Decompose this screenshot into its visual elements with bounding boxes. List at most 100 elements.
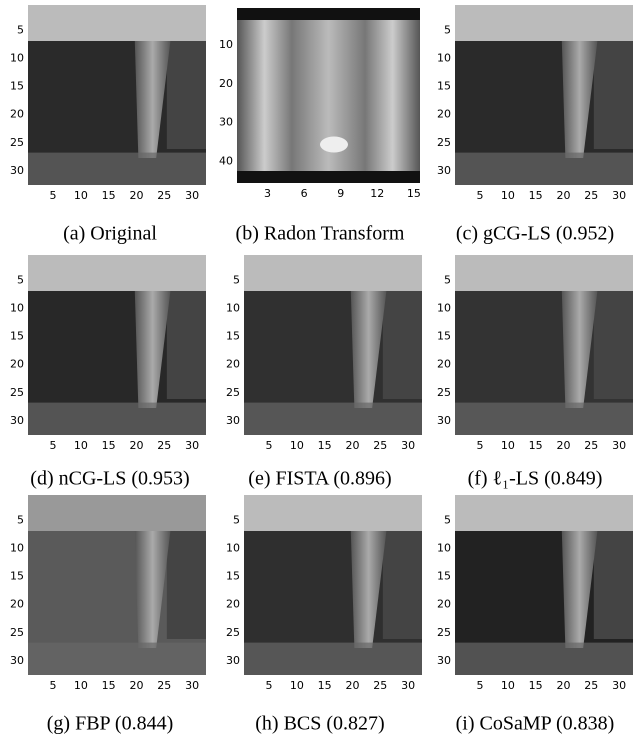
image-bottom bbox=[244, 403, 422, 435]
x-tick-label: 25 bbox=[373, 679, 387, 692]
y-tick-label: 10 bbox=[226, 541, 240, 554]
caption: (b) Radon Transform bbox=[236, 223, 405, 245]
caption: (h) BCS (0.827) bbox=[255, 713, 384, 735]
image-right bbox=[167, 41, 206, 149]
x-tick-label: 10 bbox=[501, 679, 515, 692]
x-tick-label: 3 bbox=[264, 187, 271, 200]
x-tick-label: 5 bbox=[477, 189, 484, 202]
y-tick-label: 5 bbox=[444, 273, 451, 286]
y-tick-label: 15 bbox=[226, 330, 240, 343]
x-tick-label: 30 bbox=[185, 679, 199, 692]
y-tick-label: 25 bbox=[437, 136, 451, 149]
image-right bbox=[167, 291, 206, 399]
x-tick-label: 6 bbox=[301, 187, 308, 200]
image-top-band bbox=[28, 5, 206, 41]
y-tick-label: 30 bbox=[10, 654, 24, 667]
x-tick-label: 25 bbox=[157, 679, 171, 692]
x-tick-label: 5 bbox=[477, 679, 484, 692]
x-tick-label: 20 bbox=[345, 679, 359, 692]
caption: (g) FBP (0.844) bbox=[47, 713, 173, 735]
y-tick-label: 15 bbox=[10, 80, 24, 93]
y-tick-label: 30 bbox=[226, 654, 240, 667]
y-tick-label: 5 bbox=[17, 513, 24, 526]
y-tick-label: 25 bbox=[226, 386, 240, 399]
x-tick-label: 20 bbox=[556, 679, 570, 692]
x-tick-label: 20 bbox=[129, 439, 143, 452]
y-tick-label: 10 bbox=[219, 38, 233, 51]
x-tick-label: 30 bbox=[185, 189, 199, 202]
y-tick-label: 30 bbox=[437, 414, 451, 427]
y-tick-label: 25 bbox=[226, 626, 240, 639]
x-tick-label: 15 bbox=[407, 187, 421, 200]
image-top-band bbox=[28, 495, 206, 531]
image-top-band bbox=[455, 5, 633, 41]
caption: (d) nCG-LS (0.953) bbox=[30, 468, 189, 490]
x-tick-label: 10 bbox=[501, 189, 515, 202]
image-right bbox=[383, 531, 422, 639]
y-tick-label: 10 bbox=[437, 541, 451, 554]
x-tick-label: 20 bbox=[556, 439, 570, 452]
x-tick-label: 20 bbox=[556, 189, 570, 202]
x-tick-label: 5 bbox=[50, 439, 57, 452]
image-right bbox=[383, 291, 422, 399]
x-tick-label: 25 bbox=[584, 439, 598, 452]
x-tick-label: 15 bbox=[102, 439, 116, 452]
caption: (e) FISTA (0.896) bbox=[248, 468, 391, 490]
y-tick-label: 25 bbox=[437, 386, 451, 399]
y-tick-label: 15 bbox=[10, 570, 24, 583]
y-tick-label: 20 bbox=[10, 108, 24, 121]
y-tick-label: 15 bbox=[437, 330, 451, 343]
image-bottom bbox=[455, 403, 633, 435]
image-bottom bbox=[28, 153, 206, 185]
x-tick-label: 5 bbox=[266, 439, 273, 452]
x-tick-label: 30 bbox=[612, 679, 626, 692]
y-tick-label: 5 bbox=[233, 273, 240, 286]
x-tick-label: 10 bbox=[290, 439, 304, 452]
y-tick-label: 20 bbox=[437, 108, 451, 121]
y-tick-label: 5 bbox=[17, 273, 24, 286]
x-tick-label: 15 bbox=[529, 679, 543, 692]
x-tick-label: 15 bbox=[318, 679, 332, 692]
panel: 369121510203040(b) Radon Transform bbox=[219, 8, 421, 245]
radon-top bbox=[237, 8, 420, 20]
image-right bbox=[594, 531, 633, 639]
x-tick-label: 10 bbox=[74, 189, 88, 202]
y-tick-label: 20 bbox=[10, 358, 24, 371]
radon-image bbox=[237, 8, 420, 183]
panel: 5101520253051015202530(h) BCS (0.827) bbox=[226, 495, 422, 735]
x-tick-label: 9 bbox=[337, 187, 344, 200]
x-tick-label: 30 bbox=[401, 679, 415, 692]
x-tick-label: 30 bbox=[612, 189, 626, 202]
x-tick-label: 25 bbox=[157, 439, 171, 452]
y-tick-label: 20 bbox=[226, 598, 240, 611]
y-tick-label: 10 bbox=[437, 301, 451, 314]
x-tick-label: 15 bbox=[529, 189, 543, 202]
y-tick-label: 10 bbox=[10, 301, 24, 314]
image-top-band bbox=[455, 255, 633, 291]
y-tick-label: 30 bbox=[10, 414, 24, 427]
image-bottom bbox=[28, 643, 206, 675]
x-tick-label: 10 bbox=[501, 439, 515, 452]
y-tick-label: 15 bbox=[437, 570, 451, 583]
caption: (i) CoSaMP (0.838) bbox=[456, 713, 615, 735]
image-bottom bbox=[455, 153, 633, 185]
y-tick-label: 5 bbox=[444, 23, 451, 36]
x-tick-label: 30 bbox=[401, 439, 415, 452]
image-top-band bbox=[28, 255, 206, 291]
y-tick-label: 5 bbox=[444, 513, 451, 526]
image-bottom bbox=[28, 403, 206, 435]
y-tick-label: 30 bbox=[226, 414, 240, 427]
x-tick-label: 25 bbox=[584, 189, 598, 202]
x-tick-label: 10 bbox=[74, 679, 88, 692]
image-right bbox=[594, 291, 633, 399]
x-tick-label: 15 bbox=[102, 679, 116, 692]
caption: (c) gCG-LS (0.952) bbox=[456, 223, 614, 245]
panel: 5101520253051015202530(a) Original bbox=[10, 5, 206, 245]
x-tick-label: 20 bbox=[129, 189, 143, 202]
x-tick-label: 12 bbox=[370, 187, 384, 200]
x-tick-label: 20 bbox=[345, 439, 359, 452]
x-tick-label: 25 bbox=[373, 439, 387, 452]
